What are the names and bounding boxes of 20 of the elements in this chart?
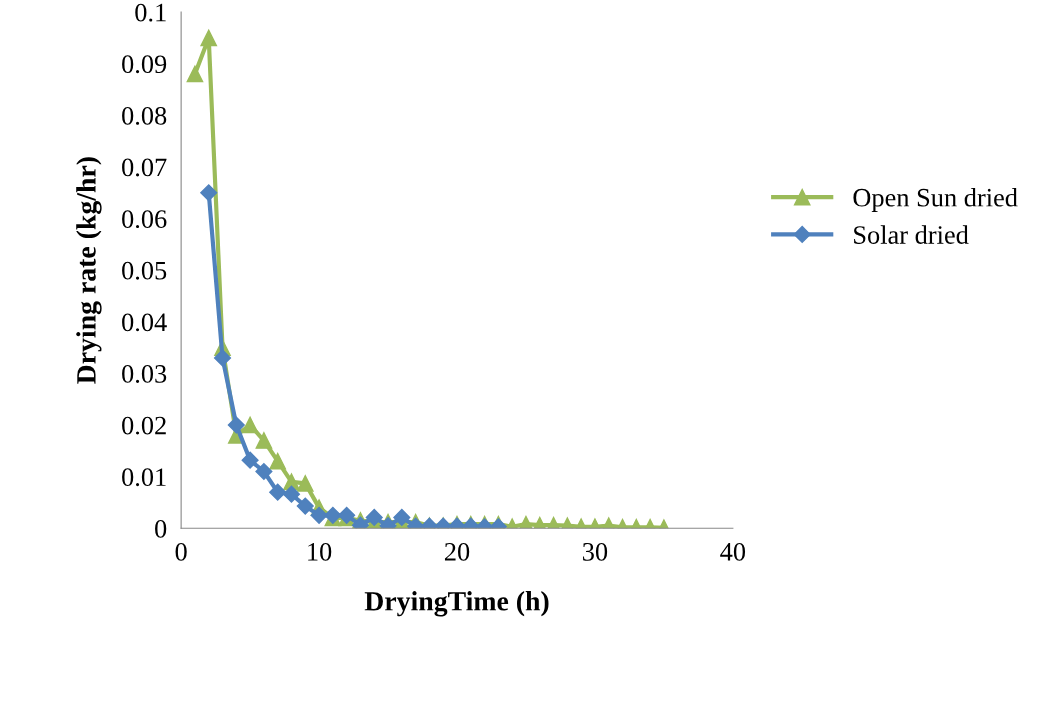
y-tick-label: 0.09 bbox=[122, 55, 167, 74]
y-tick-label: 0.02 bbox=[122, 416, 166, 435]
y-tick-label: 0 bbox=[155, 519, 167, 538]
x-tick-label: 10 bbox=[308, 542, 332, 561]
y-tick-label: 0.01 bbox=[122, 468, 166, 487]
y-tick-label: 0.07 bbox=[122, 158, 167, 177]
y-tick-label: 0.03 bbox=[122, 365, 167, 383]
legend-label: Solar dried bbox=[854, 225, 969, 244]
y-tick-label: 0.05 bbox=[122, 261, 167, 280]
y-tick-label: 0.06 bbox=[122, 210, 167, 229]
x-axis-title: DryingTime (h) bbox=[364, 591, 549, 617]
legend-label: Open Sun dried bbox=[853, 188, 1018, 212]
x-tick-label: 30 bbox=[583, 542, 608, 561]
y-tick-label: 0.08 bbox=[122, 106, 167, 125]
x-tick-label: 40 bbox=[720, 542, 746, 561]
x-tick-label: 0 bbox=[175, 542, 187, 561]
y-tick-label: 0.1 bbox=[135, 3, 166, 22]
x-tick-label: 20 bbox=[444, 542, 470, 561]
y-tick-label: 0.04 bbox=[122, 313, 167, 332]
y-axis-title: Drying rate (kg/hr) bbox=[76, 157, 102, 384]
